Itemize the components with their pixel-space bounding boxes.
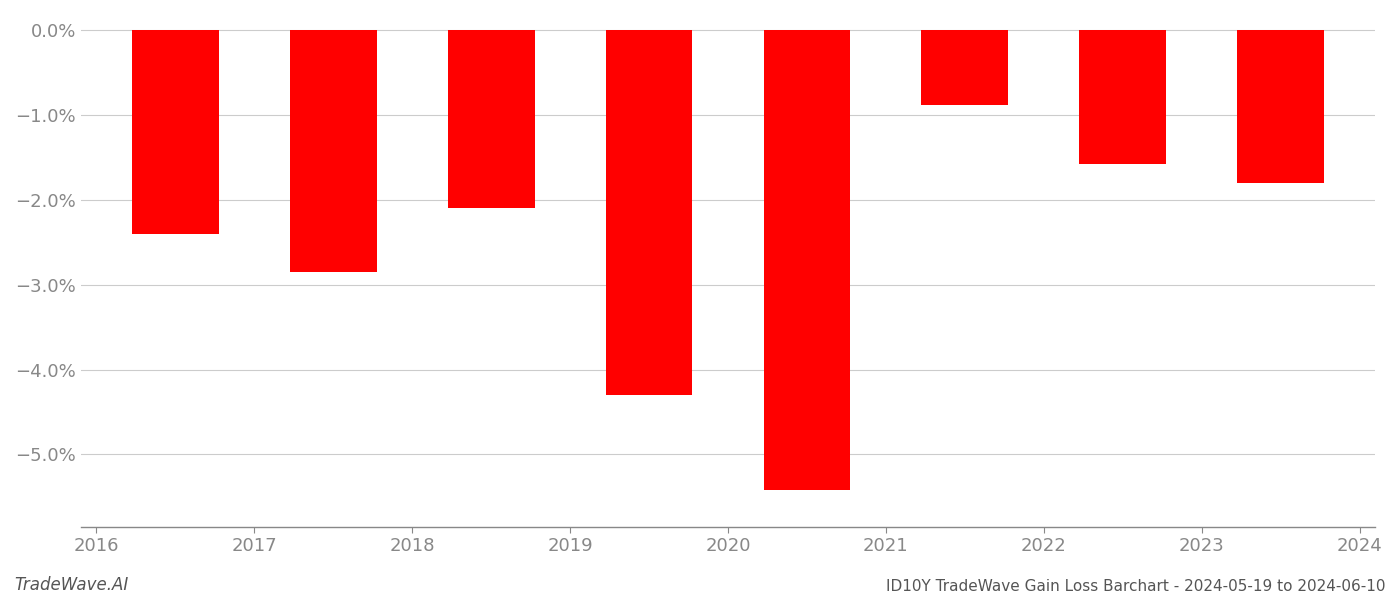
Bar bbox=[606, 30, 693, 395]
Text: ID10Y TradeWave Gain Loss Barchart - 2024-05-19 to 2024-06-10: ID10Y TradeWave Gain Loss Barchart - 202… bbox=[886, 579, 1386, 594]
Text: TradeWave.AI: TradeWave.AI bbox=[14, 576, 129, 594]
Bar bbox=[1079, 30, 1166, 164]
Bar bbox=[448, 30, 535, 208]
Bar bbox=[1238, 30, 1324, 183]
Bar bbox=[763, 30, 850, 490]
Bar bbox=[921, 30, 1008, 105]
Bar bbox=[290, 30, 377, 272]
Bar bbox=[132, 30, 218, 234]
